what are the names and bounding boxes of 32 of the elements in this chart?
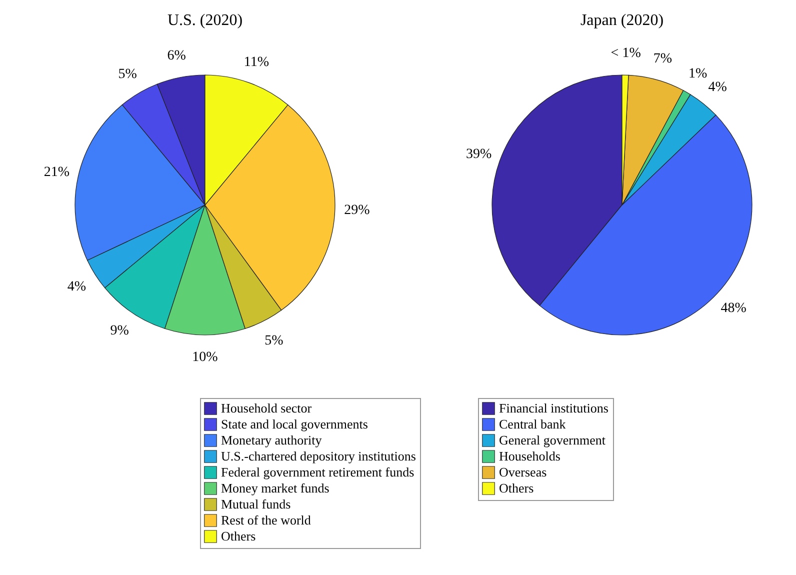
- data-label: 48%: [720, 301, 747, 316]
- legend-label: Household sector: [221, 400, 312, 416]
- data-label: 10%: [192, 350, 218, 365]
- legend-label: General government: [499, 432, 606, 448]
- data-label: 5%: [118, 67, 138, 82]
- data-label: 21%: [44, 164, 70, 180]
- data-label: 39%: [466, 146, 492, 162]
- data-label: 5%: [264, 333, 284, 348]
- data-label: 29%: [344, 202, 370, 218]
- legend-label: U.S.-chartered depository institutions: [221, 448, 416, 464]
- data-label: < 1%: [610, 46, 642, 62]
- data-label: 4%: [708, 80, 728, 95]
- legend-label: Federal government retirement funds: [221, 464, 414, 480]
- legend-label: Others: [499, 480, 534, 496]
- data-label: 9%: [110, 324, 130, 339]
- chart-title: Japan (2020): [580, 12, 664, 29]
- legend-label: Financial institutions: [499, 400, 608, 416]
- data-label: 11%: [244, 54, 270, 70]
- data-label: 4%: [67, 279, 86, 294]
- legend-label: Households: [499, 448, 560, 464]
- legend-label: Money market funds: [221, 480, 330, 496]
- legend-label: Overseas: [499, 464, 547, 480]
- data-label: 7%: [653, 52, 672, 67]
- chart-title: U.S. (2020): [167, 12, 243, 29]
- legend-label: Mutual funds: [221, 496, 291, 512]
- data-label: 6%: [167, 48, 186, 64]
- data-label: 1%: [688, 66, 708, 82]
- legend-label: Monetary authority: [221, 432, 322, 448]
- legend-label: Rest of the world: [221, 512, 312, 528]
- legend-label: Others: [221, 528, 256, 544]
- legend-label: Central bank: [499, 416, 566, 432]
- legend-label: State and local governments: [221, 416, 368, 432]
